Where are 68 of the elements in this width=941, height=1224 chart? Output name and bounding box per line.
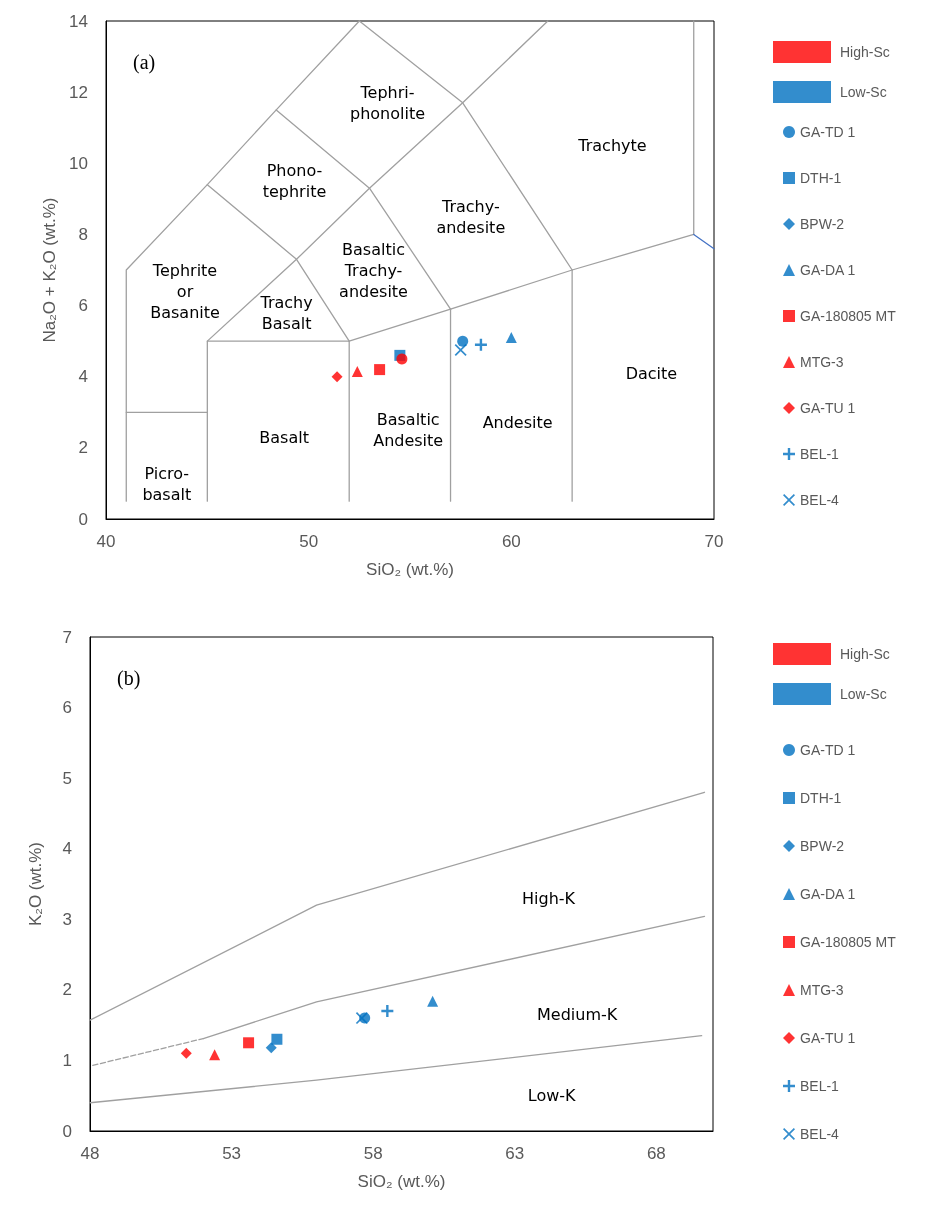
legend-label: High-Sc	[840, 44, 890, 60]
legend-label: High-Sc	[840, 646, 890, 662]
x-tick-label: 58	[363, 1144, 383, 1163]
legend-label: MTG-3	[800, 354, 844, 370]
y-tick-label: 0	[78, 509, 88, 529]
y-tick-label: 1	[62, 1050, 72, 1070]
annotation: Low-K	[527, 1086, 577, 1106]
annotation: Trachy- andesite	[436, 196, 506, 237]
x-tick-label: 63	[505, 1144, 525, 1163]
x-tick-label: 40	[96, 532, 116, 551]
annotation: Picro- basalt	[142, 463, 192, 504]
annotation: Trachyte	[577, 136, 647, 155]
legend-label: BEL-4	[800, 492, 840, 508]
x-tick-label: 53	[222, 1144, 242, 1163]
x-tick-label: 68	[646, 1144, 666, 1163]
text: (b)	[117, 667, 141, 690]
y-tick-label: 4	[78, 367, 88, 387]
annotation: Basaltic Trachy- andesite	[339, 239, 408, 301]
legend-label: GA-DA 1	[800, 886, 856, 902]
legend-label: DTH-1	[800, 790, 842, 806]
y-tick-label: 3	[62, 909, 72, 929]
legend-label: Low-Sc	[840, 686, 887, 702]
legend-label: BEL-1	[800, 1078, 840, 1094]
y-tick-label: 2	[62, 980, 72, 1000]
legend-label: DTH-1	[800, 170, 842, 186]
annotation: Tephri- phonolite	[349, 82, 426, 123]
legend-label: BEL-1	[800, 446, 840, 462]
annotation: Basaltic Andesite	[373, 409, 444, 450]
y-tick-label: 7	[62, 627, 72, 647]
y-tick-label: 10	[69, 153, 88, 173]
legend-label: GA-TD 1	[800, 742, 856, 758]
x-tick-label: 60	[501, 532, 521, 551]
legend-label: BPW-2	[800, 216, 845, 232]
annotation: Trachy Basalt	[259, 292, 313, 333]
x-tick-label: 70	[704, 532, 724, 551]
legend-label: BPW-2	[800, 838, 845, 854]
legend-label: GA-180805 MT	[800, 934, 897, 950]
legend-label: GA-TU 1	[800, 1030, 856, 1046]
annotation: Tephrite or Basanite	[150, 260, 220, 322]
legend-label: BEL-4	[800, 1126, 840, 1142]
annotation: High-K	[522, 888, 576, 908]
x-axis-title: SiO₂ (wt.%)	[366, 560, 454, 579]
y-axis-title: Na₂O + K₂O (wt.%)	[40, 197, 60, 343]
annotation: Medium-K	[537, 1004, 618, 1024]
legend-label: MTG-3	[800, 982, 844, 998]
annotation: Basalt	[259, 427, 309, 447]
y-tick-label: 5	[62, 768, 72, 788]
y-tick-label: 14	[69, 11, 88, 31]
legend-label: GA-TD 1	[800, 124, 856, 140]
legend-label: GA-DA 1	[800, 262, 856, 278]
y-tick-label: 8	[78, 224, 88, 244]
annotation: Dacite	[625, 363, 678, 383]
legend-label: GA-180805 MT	[800, 308, 897, 324]
x-tick-label: 50	[299, 532, 319, 551]
annotation: Phono- tephrite	[262, 160, 327, 201]
y-tick-label: 6	[62, 698, 72, 718]
y-axis-title: K₂O (wt.%)	[26, 841, 45, 927]
x-tick-label: 48	[80, 1144, 100, 1163]
y-tick-label: 2	[78, 438, 88, 458]
annotation: Andesite	[482, 413, 553, 433]
text: (a)	[133, 51, 156, 74]
y-tick-label: 4	[62, 839, 72, 859]
legend-label: Low-Sc	[840, 84, 887, 100]
y-tick-label: 6	[78, 296, 88, 316]
legend-label: GA-TU 1	[800, 400, 856, 416]
x-axis-title: SiO₂ (wt.%)	[357, 1172, 446, 1191]
y-tick-label: 12	[69, 82, 88, 102]
y-tick-label: 0	[62, 1121, 72, 1141]
